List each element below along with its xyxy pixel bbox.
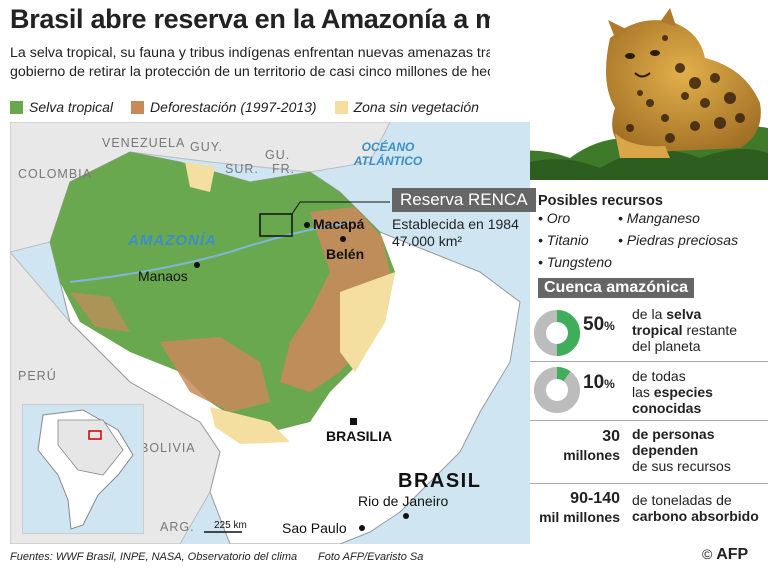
page-title: Brasil abre reserva en la Amazonía a min…	[10, 4, 570, 34]
label-argentina: ARG.	[160, 520, 195, 534]
legend-swatch-bare	[334, 100, 348, 114]
label-guyana: GUY.	[190, 140, 223, 154]
label-ocean: OCÉANO ATLÁNTICO	[353, 140, 423, 168]
renca-established: Establecida en 1984	[392, 216, 519, 232]
city-rio: Rio de Janeiro	[358, 493, 449, 509]
photo-credit: Foto AFP/Evaristo Sa	[318, 551, 424, 563]
label-peru: PERÚ	[18, 369, 57, 383]
city-brasilia: BRASILIA	[326, 428, 393, 444]
legend-item-forest: Selva tropical	[10, 99, 113, 115]
donut-selva	[534, 310, 580, 356]
divider	[530, 361, 768, 362]
legend-item-bare: Zona sin vegetación	[334, 99, 479, 115]
resource-item: • Piedras preciosas	[618, 232, 739, 248]
divider	[530, 483, 768, 484]
renca-info: Establecida en 1984 47.000 km²	[392, 216, 519, 250]
afp-logo: © AFP	[702, 546, 749, 563]
donut-especies	[534, 367, 580, 413]
jaguar-photo	[490, 8, 768, 180]
stat-carbono-value: 90-140 mil millones	[539, 490, 620, 525]
resource-item: • Tungsteno	[538, 254, 612, 270]
label-colombia: COLOMBIA	[18, 167, 92, 181]
subtitle: La selva tropical, su fauna y tribus ind…	[10, 45, 595, 80]
legend-swatch-deforestation	[131, 100, 145, 114]
stat-especies-text: de todas las especies conocidas	[632, 368, 713, 416]
stat-selva-text: de la selva tropical restante del planet…	[632, 306, 738, 354]
stat-personas-value: 30 millones	[563, 428, 620, 463]
sources: Fuentes: WWF Brasil, INPE, NASA, Observa…	[10, 551, 298, 563]
resource-item: • Titanio	[538, 232, 589, 248]
label-amazonia: AMAZONÍA	[128, 232, 217, 249]
legend-label-forest: Selva tropical	[29, 99, 114, 115]
resources-title: Posibles recursos	[538, 193, 663, 209]
legend-label-deforestation: Deforestación (1997-2013)	[150, 99, 317, 115]
stat-especies-value: 10%	[583, 372, 615, 393]
label-surinam: SUR.	[225, 162, 259, 176]
label-brasil: BRASIL	[398, 470, 482, 492]
label-france: FR.	[272, 162, 296, 176]
label-bolivia: BOLIVIA	[140, 441, 196, 455]
legend-swatch-forest	[10, 100, 23, 114]
city-manaos: Manaos	[138, 268, 188, 284]
stat-personas-text: de personas dependen de sus recursos	[632, 426, 731, 474]
resource-item: • Oro	[538, 210, 571, 226]
cuenca-title: Cuenca amazónica	[538, 278, 695, 298]
scale-label: 225 km	[214, 520, 247, 531]
city-belen: Belén	[326, 246, 365, 262]
divider	[530, 420, 768, 421]
map-legend: Selva tropical Deforestación (1997-2013)…	[10, 99, 479, 115]
stat-carbono-text: de toneladas de carbono absorbido	[632, 492, 759, 524]
legend-item-deforestation: Deforestación (1997-2013)	[131, 99, 317, 115]
label-venezuela: VENEZUELA	[102, 136, 186, 150]
legend-label-bare: Zona sin vegetación	[353, 99, 479, 115]
amazon-map: GUY. SUR. GU. FR. COLOMBIA VENEZUELA PER…	[10, 122, 530, 544]
stat-selva-value: 50%	[583, 314, 615, 335]
renca-label: Reserva RENCA	[392, 188, 536, 212]
south-america-inset	[22, 404, 144, 534]
city-sao-paulo: Sao Paulo	[282, 520, 347, 536]
label-guyane: GU.	[265, 148, 291, 162]
renca-area: 47.000 km²	[392, 233, 463, 249]
city-macapa: Macapá	[313, 216, 365, 232]
resource-item: • Manganeso	[618, 210, 700, 226]
